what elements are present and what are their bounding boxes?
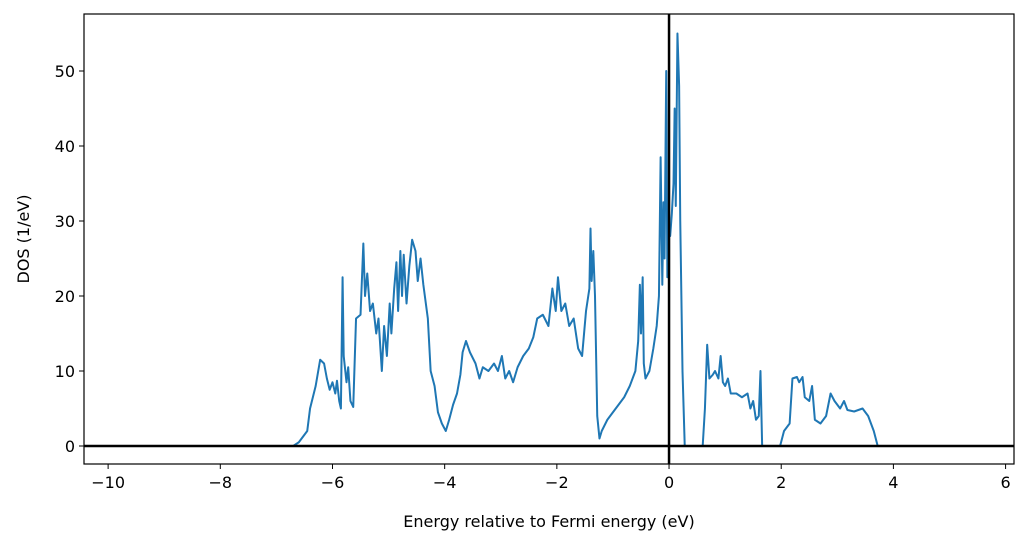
y-tick-label: 10 (55, 362, 75, 381)
x-axis-label: Energy relative to Fermi energy (eV) (403, 512, 694, 531)
y-tick-label: 40 (55, 137, 75, 156)
y-tick-label: 30 (55, 212, 75, 231)
plot-frame (83, 13, 1015, 465)
dos-line (108, 32, 978, 447)
x-tick-label: 0 (664, 473, 674, 492)
x-tick-label: −4 (433, 473, 457, 492)
x-tick-label: −8 (209, 473, 233, 492)
x-tick-label: 2 (776, 473, 786, 492)
x-tick-label: 4 (888, 473, 898, 492)
x-tick-label: −10 (91, 473, 125, 492)
x-tick-label: 6 (1000, 473, 1010, 492)
y-tick-label: 0 (65, 437, 75, 456)
x-tick-label: −6 (321, 473, 345, 492)
y-tick-label: 50 (55, 62, 75, 81)
y-axis-label: DOS (1/eV) (14, 195, 33, 284)
y-tick-label: 20 (55, 287, 75, 306)
x-tick-label: −2 (545, 473, 569, 492)
